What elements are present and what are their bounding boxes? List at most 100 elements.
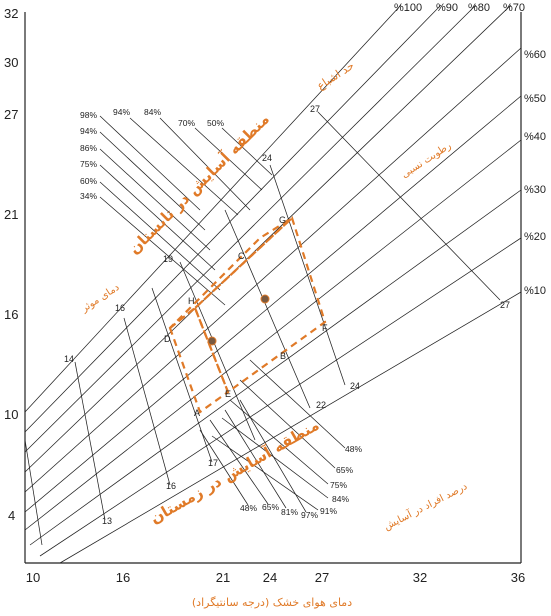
winter-rh-48: 48% [345, 444, 362, 454]
x-tick-24: 24 [263, 570, 277, 585]
winter-fan-bot-65 [209, 419, 269, 505]
wb-line-f [224, 209, 311, 409]
rh-label-30: %30 [524, 184, 546, 196]
summer-fan-top-94 [129, 117, 239, 216]
winter-bot-65: 65% [262, 502, 279, 512]
wb-line-a [24, 439, 43, 546]
rh-label-20: %20 [524, 231, 546, 243]
rh-label-10: %10 [524, 285, 546, 297]
y-tick-21: 21 [4, 207, 18, 222]
rh-line-10 [59, 291, 522, 564]
x-tick-21: 21 [216, 570, 230, 585]
wb-label-27b: 27 [500, 300, 510, 310]
summer-fan-top-84 [159, 117, 251, 211]
summer-top-50: 50% [207, 118, 224, 128]
chart-lines [24, 4, 522, 564]
summer-fan-top-50 [221, 127, 273, 176]
summer-fan-75 [99, 164, 216, 271]
rh-line-90 [24, 4, 442, 433]
wb-label-22: 22 [316, 400, 326, 410]
point-c: C [238, 251, 245, 261]
zone-overlap [193, 216, 327, 394]
saturation-label: حد اشباع [315, 59, 357, 93]
x-axis-title: دمای هوای خشک (درجه سانتیگراد) [192, 596, 352, 609]
comfort-zones [168, 216, 327, 414]
wb-label-13: 13 [102, 516, 112, 526]
wb-line-b [74, 361, 106, 521]
summer-fan-98 [99, 115, 201, 211]
point-f: F [322, 323, 328, 333]
rh-line-60 [24, 47, 522, 493]
rh-line-40 [24, 139, 522, 531]
point-d: D [164, 334, 171, 344]
rh-line-50 [24, 95, 522, 513]
rh-label-70: %70 [503, 2, 525, 14]
summer-rh-86: 86% [80, 143, 97, 153]
zone-winter-left [168, 306, 230, 414]
winter-rh-84: 84% [332, 494, 349, 504]
winter-fan-48 [249, 359, 346, 449]
summer-rh-75: 75% [80, 159, 97, 169]
summer-top-94: 94% [113, 107, 130, 117]
summer-rh-60: 60% [80, 176, 97, 186]
rh-line-20 [39, 237, 522, 557]
x-tick-32: 32 [413, 570, 427, 585]
wb-label-17: 17 [208, 458, 218, 468]
wb-label-19: 19 [163, 254, 173, 264]
point-e: E [225, 389, 231, 399]
x-tick-36: 36 [511, 570, 525, 585]
winter-fan-84 [221, 417, 329, 499]
winter-bot-97: 97% [301, 510, 318, 520]
rh-line-30 [29, 189, 522, 546]
winter-bot-81: 81% [281, 507, 298, 517]
winter-rh-65: 65% [336, 465, 353, 475]
winter-fan-bot-81 [224, 409, 287, 509]
rh-label-80: %80 [468, 2, 490, 14]
summer-fan-60 [99, 181, 221, 291]
winter-rh-75: 75% [330, 480, 347, 490]
x-tick-16: 16 [116, 570, 130, 585]
summer-fan-86 [99, 148, 211, 251]
point-a: A [194, 408, 200, 418]
wb-label-24b: 24 [350, 381, 360, 391]
zone-top [169, 217, 293, 329]
wb-label-27a: 27 [310, 104, 320, 114]
y-tick-27: 27 [4, 107, 18, 122]
x-tick-10: 10 [26, 570, 40, 585]
winter-bot-48: 48% [240, 503, 257, 513]
summer-top-70: 70% [178, 118, 195, 128]
x-tick-27: 27 [315, 570, 329, 585]
rh-label-50: %50 [524, 93, 546, 105]
rh-line-80 [24, 4, 477, 453]
comfort-point-summer [260, 294, 270, 304]
wb-label-24a: 24 [262, 153, 272, 163]
y-tick-16: 16 [4, 307, 18, 322]
winter-fan-bot-48 [199, 429, 249, 506]
relative-humidity-label: رطوبت نسبی [400, 140, 454, 180]
summer-rh-94: 94% [80, 126, 97, 136]
y-tick-30: 30 [4, 55, 18, 70]
rh-label-40: %40 [524, 131, 546, 143]
summer-rh-34: 34% [80, 191, 97, 201]
wb-line-g [269, 164, 346, 386]
rh-line-70 [24, 4, 512, 473]
wb-label-16b: 16 [166, 481, 176, 491]
wb-line-h [317, 111, 501, 301]
wb-label-16a: 16 [115, 303, 125, 313]
winter-fan-65 [239, 379, 336, 469]
winter-fan-75 [229, 399, 329, 485]
wb-line-e [179, 261, 256, 441]
rh-line-100 [24, 4, 402, 413]
summer-zone-label: منطقه آسایش در تابستان [125, 110, 273, 258]
y-tick-10: 10 [4, 407, 18, 422]
percent-comfort-label: درصد افراد در آسایش [381, 479, 469, 532]
comfort-point-winter [207, 336, 217, 346]
summer-fan-top-70 [194, 127, 263, 191]
winter-rh-91: 91% [320, 506, 337, 516]
winter-fan-bot-97 [239, 399, 307, 513]
rh-label-100: %100 [394, 2, 422, 14]
summer-fan-34 [99, 196, 226, 306]
point-g: G [279, 215, 286, 225]
wb-line-c [123, 317, 171, 486]
